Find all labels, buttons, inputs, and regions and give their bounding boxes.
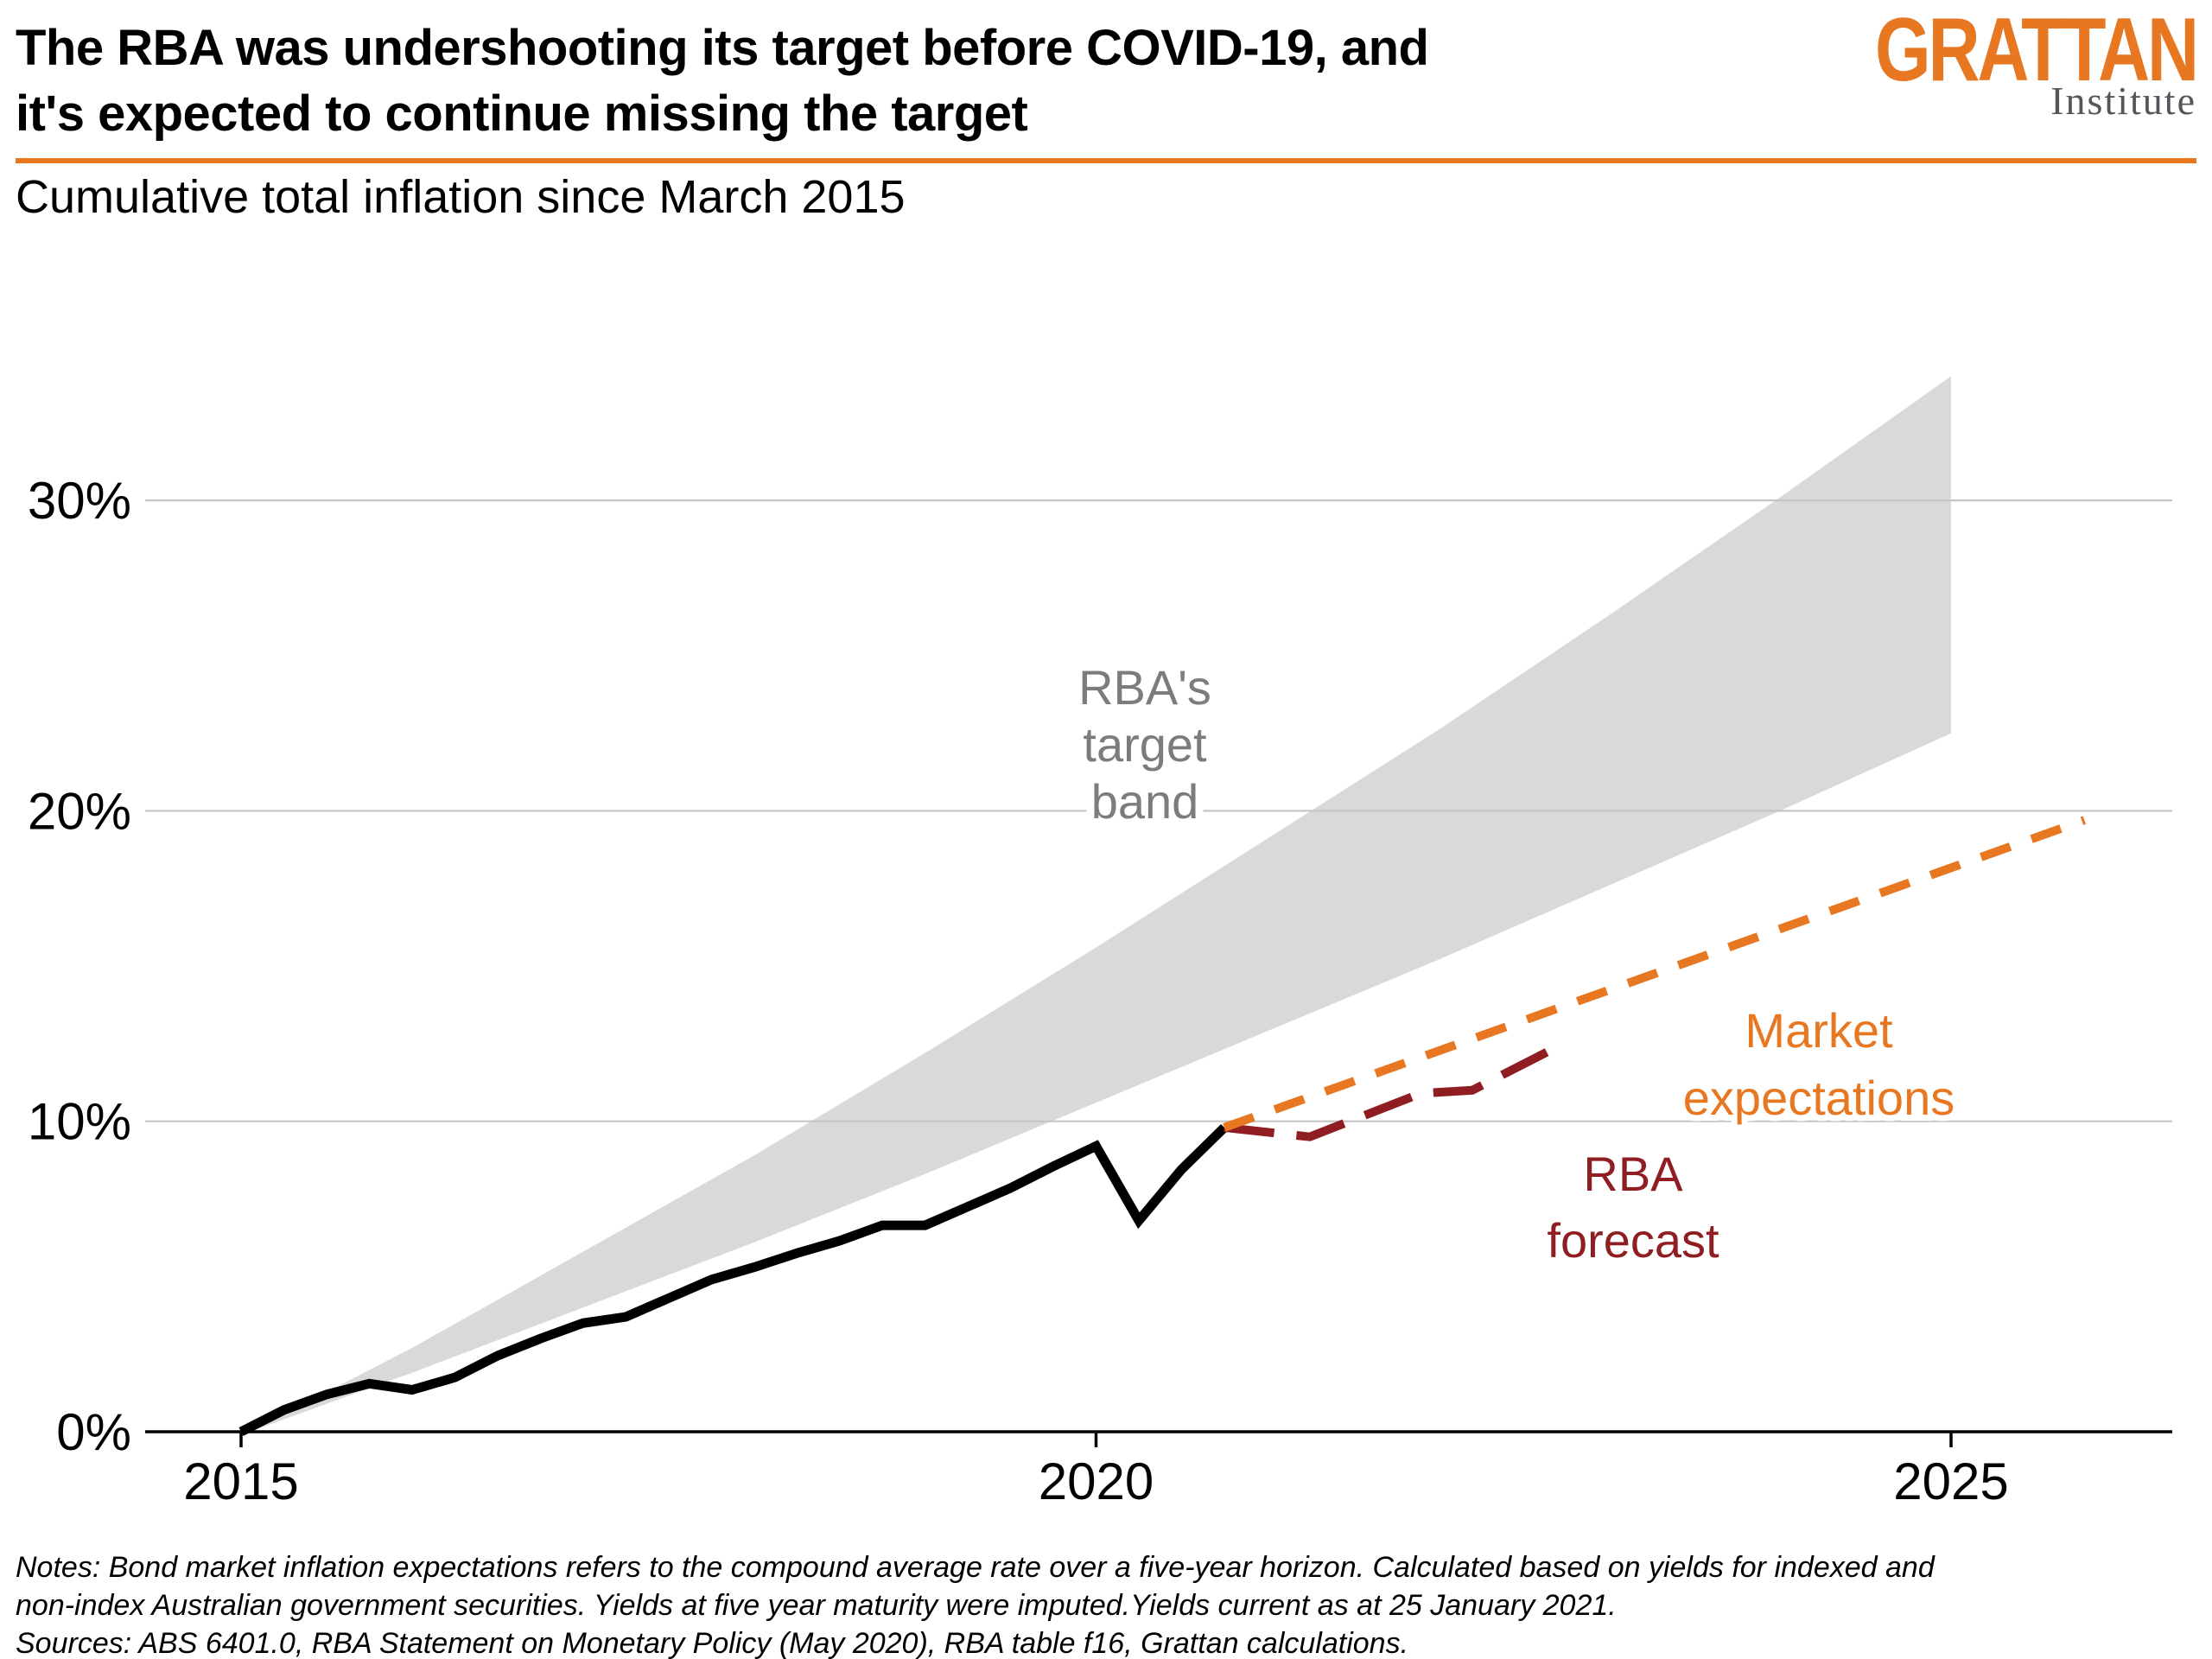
- notes-line3: Sources: ABS 6401.0, RBA Statement on Mo…: [16, 1627, 1409, 1659]
- chart-subtitle: Cumulative total inflation since March 2…: [16, 171, 906, 223]
- target-band-area: [249, 376, 1951, 1432]
- x-axis-label-2020: 2020: [1039, 1452, 1154, 1510]
- notes-block: Notes: Bond market inflation expectation…: [16, 1548, 1935, 1659]
- notes-line2: non-index Australian government securiti…: [16, 1589, 1617, 1622]
- market-expectations-label-line1: Market: [1745, 1003, 1893, 1058]
- grattan-logo-wordmark: GRATTAN: [1875, 0, 2199, 100]
- market-expectations-line: [1223, 816, 2087, 1132]
- rba-forecast-label-line2: forecast: [1547, 1213, 1719, 1268]
- accent-rule: [16, 158, 2196, 163]
- y-axis-label-30: 30%: [28, 472, 131, 530]
- chart-title-line2: it's expected to continue missing the ta…: [16, 86, 1028, 142]
- y-axis-label-20: 20%: [28, 782, 131, 840]
- notes-line1: Notes: Bond market inflation expectation…: [16, 1551, 1935, 1584]
- rba-forecast-line: [1224, 1038, 1569, 1141]
- target-band-label-line3: band: [1091, 774, 1199, 829]
- market-expectations-label-line2: expectations: [1683, 1071, 1955, 1125]
- actual-cumulative-inflation-line: [238, 1123, 1228, 1436]
- x-axis-label-2015: 2015: [183, 1452, 298, 1510]
- x-axis-label-2025: 2025: [1893, 1452, 2008, 1510]
- grattan-logo: GRATTAN Institute: [1795, 0, 2199, 123]
- target-band-label-line1: RBA's: [1078, 660, 1211, 715]
- y-axis-label-0: 0%: [56, 1403, 131, 1461]
- target-band-label-line2: target: [1083, 717, 1207, 772]
- chart-title: The RBA was undershooting its target bef…: [16, 16, 1796, 147]
- chart-title-line1: The RBA was undershooting its target bef…: [16, 20, 1429, 76]
- grattan-logo-institute: Institute: [2050, 79, 2196, 123]
- rba-forecast-label-line1: RBA: [1583, 1147, 1683, 1201]
- y-axis-label-10: 10%: [28, 1093, 131, 1151]
